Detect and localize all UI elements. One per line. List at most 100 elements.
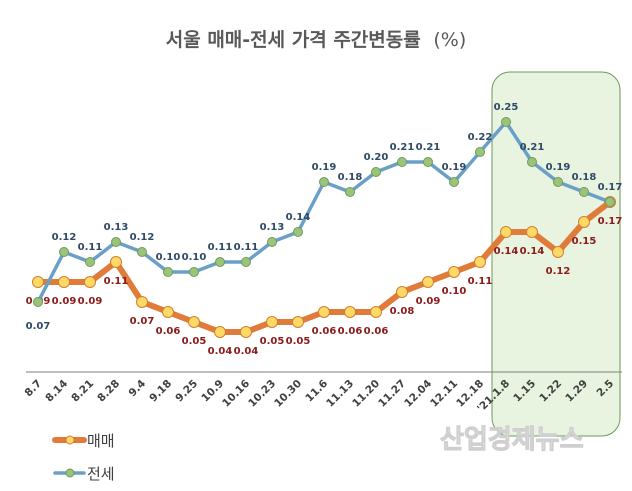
- data-point: [33, 297, 43, 307]
- data-label: 0.21: [520, 142, 545, 153]
- title-unit: (%): [433, 29, 466, 51]
- data-label: 0.19: [546, 162, 571, 173]
- data-point: [579, 187, 589, 197]
- data-point: [396, 286, 408, 298]
- data-point: [475, 147, 485, 157]
- data-point: [240, 326, 252, 338]
- x-tick-label: 10.23: [246, 378, 278, 410]
- data-point: [344, 306, 356, 318]
- data-point: [266, 316, 278, 328]
- data-point: [448, 266, 460, 278]
- data-point: [552, 246, 564, 258]
- data-label: 0.08: [390, 306, 415, 317]
- data-label: 0.13: [260, 222, 285, 233]
- data-label: 0.21: [416, 142, 441, 153]
- data-label: 0.19: [442, 162, 467, 173]
- data-point: [318, 306, 330, 318]
- watermark-logo: 산업경제뉴스: [440, 425, 584, 455]
- data-label: 0.05: [286, 336, 311, 347]
- data-point: [422, 276, 434, 288]
- data-point: [110, 256, 122, 268]
- data-label: 0.06: [156, 326, 181, 337]
- data-point: [527, 157, 537, 167]
- x-tick-label: 11.27: [376, 378, 408, 410]
- data-label: 0.14: [286, 212, 311, 223]
- data-label: 0.11: [468, 276, 493, 287]
- data-label: 0.13: [104, 222, 129, 233]
- legend-item: 매매: [52, 432, 115, 450]
- x-tick-label: 12.11: [428, 378, 460, 410]
- x-tick-label: 12.04: [402, 378, 434, 410]
- data-point: [319, 177, 329, 187]
- data-label: 0.14: [494, 246, 519, 257]
- data-label: 0.06: [338, 326, 363, 337]
- data-label: 0.11: [104, 276, 129, 287]
- data-point: [215, 257, 225, 267]
- data-point: [474, 256, 486, 268]
- data-label: 0.17: [598, 216, 623, 227]
- data-label: 0.11: [78, 242, 103, 253]
- data-label: 0.17: [598, 182, 623, 193]
- legend-marker: [65, 468, 75, 478]
- data-point: [189, 267, 199, 277]
- data-point: [163, 267, 173, 277]
- series-maemae: 0.090.090.090.110.070.060.050.040.040.05…: [26, 196, 623, 357]
- data-label: 0.09: [78, 296, 103, 307]
- x-tick-label: 10.30: [272, 378, 304, 410]
- data-label: 0.07: [26, 321, 51, 332]
- data-point: [370, 306, 382, 318]
- data-point: [267, 237, 277, 247]
- data-label: 0.04: [208, 346, 233, 357]
- data-point: [292, 316, 304, 328]
- data-point: [188, 316, 200, 328]
- data-point: [241, 257, 251, 267]
- legend-label: 전세: [87, 465, 115, 483]
- data-point: [345, 187, 355, 197]
- title-text: 서울 매매-전세 가격 주간변동률: [166, 29, 421, 51]
- data-point: [423, 157, 433, 167]
- data-label: 0.07: [130, 316, 155, 327]
- x-tick-label: 8.28: [95, 378, 122, 405]
- data-label: 0.10: [182, 252, 207, 263]
- data-point: [136, 296, 148, 308]
- data-label: 0.12: [130, 232, 155, 243]
- data-label: 0.06: [312, 326, 337, 337]
- data-label: 0.10: [442, 286, 467, 297]
- data-point: [162, 306, 174, 318]
- data-point: [85, 257, 95, 267]
- data-point: [111, 237, 121, 247]
- data-point: [526, 226, 538, 238]
- data-point: [500, 226, 512, 238]
- data-point: [84, 276, 96, 288]
- data-point: [553, 177, 563, 187]
- data-label: 0.05: [260, 336, 285, 347]
- data-point: [501, 117, 511, 127]
- legend-item: 전세: [53, 465, 115, 483]
- data-label: 0.18: [338, 172, 363, 183]
- legend-marker: [65, 435, 75, 445]
- data-point: [58, 276, 70, 288]
- x-tick-label: 8.14: [43, 378, 70, 405]
- data-point: [137, 247, 147, 257]
- x-tick-label: 8.21: [69, 378, 96, 405]
- data-label: 0.10: [156, 252, 181, 263]
- x-tick-label: 11.13: [324, 378, 356, 410]
- data-label: 0.25: [494, 102, 519, 113]
- legend-label: 매매: [87, 432, 115, 450]
- data-point: [605, 197, 615, 207]
- data-label: 0.11: [208, 242, 233, 253]
- data-label: 0.20: [364, 152, 389, 163]
- data-label: 0.18: [572, 172, 597, 183]
- data-label: 0.04: [234, 346, 259, 357]
- data-label: 0.21: [390, 142, 415, 153]
- data-point: [214, 326, 226, 338]
- data-label: 0.12: [546, 266, 571, 277]
- data-point: [32, 276, 44, 288]
- data-point: [371, 167, 381, 177]
- x-tick-label: 9.4: [126, 378, 148, 400]
- x-tick-label: 9.25: [173, 378, 200, 405]
- data-label: 0.15: [572, 236, 597, 247]
- data-point: [397, 157, 407, 167]
- data-point: [59, 247, 69, 257]
